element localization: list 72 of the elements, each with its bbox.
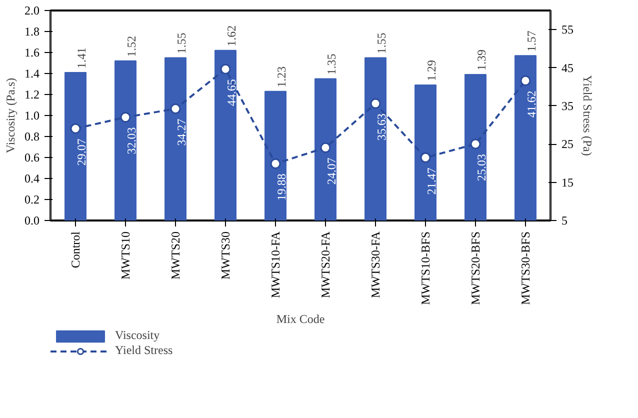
bar — [514, 55, 536, 220]
y2-tick-label: 15 — [562, 175, 574, 190]
y-axis-title: Viscosity (Pa.s) — [4, 78, 18, 154]
x-tick-label: MWTS10-BFS — [418, 231, 432, 305]
y2-axis-title: Yield Stress (Pa) — [580, 75, 594, 156]
point — [170, 104, 181, 114]
bar — [214, 50, 236, 220]
x-tick-label: MWTS30 — [218, 232, 232, 280]
data-label: 1.62 — [224, 25, 238, 46]
y-tick-label: 1.6 — [24, 46, 40, 60]
bar — [264, 90, 286, 220]
data-label: 41.62 — [524, 90, 538, 118]
data-label: 25.03 — [474, 154, 488, 182]
data-label: 1.23 — [274, 66, 288, 88]
y2-tick-label: 5 — [562, 214, 568, 228]
data-label: 1.52 — [124, 36, 138, 57]
y-tick-label: 1.8 — [24, 24, 40, 38]
data-label: 29.07 — [74, 138, 88, 166]
data-label: 24.07 — [324, 158, 338, 185]
bar — [164, 57, 186, 220]
data-label: 32.03 — [124, 127, 138, 154]
data-label: 1.57 — [524, 30, 538, 52]
y2-tick-label: 35 — [562, 98, 574, 113]
x-tick-label: MWTS20-BFS — [468, 231, 482, 305]
y-tick-label: 0.0 — [24, 214, 40, 228]
point — [420, 152, 431, 163]
x-tick-label: Control — [68, 230, 82, 268]
y2-tick-label: 25 — [562, 137, 574, 152]
data-label: 19.88 — [274, 174, 288, 201]
y-tick-label: 1.0 — [24, 108, 40, 122]
point — [320, 142, 331, 153]
data-label: 34.27 — [174, 118, 188, 146]
point — [220, 64, 231, 74]
y-tick-label: 1.2 — [24, 88, 40, 102]
y-tick-label: 0.2 — [24, 192, 40, 206]
data-label: 1.41 — [74, 47, 88, 68]
point — [120, 112, 131, 123]
data-label: 1.35 — [324, 54, 338, 75]
legend-label: Viscosity — [115, 328, 160, 343]
data-label: 1.39 — [474, 50, 488, 71]
x-tick-label: MWTS10-FA — [268, 231, 282, 298]
y2-tick-label: 55 — [562, 22, 574, 37]
y-tick-label: 2.0 — [24, 4, 40, 18]
x-axis-title: Mix Code — [276, 312, 325, 326]
point — [370, 98, 381, 109]
x-tick-label: MWTS10 — [118, 232, 132, 280]
data-label: 1.55 — [174, 32, 188, 54]
data-label: 21.47 — [424, 168, 438, 195]
bar — [314, 78, 336, 220]
data-label: 44.65 — [224, 79, 238, 106]
legend-label: Yield Stress — [115, 343, 173, 358]
y-tick-label: 1.4 — [24, 66, 40, 80]
data-label: 35.63 — [374, 114, 388, 141]
point — [470, 138, 481, 150]
y2-tick-label: 45 — [562, 60, 574, 75]
bar — [464, 74, 486, 220]
x-tick-label: MWTS20 — [168, 232, 182, 280]
bar — [64, 72, 86, 220]
point — [270, 158, 281, 169]
x-tick-label: MWTS30-FA — [368, 231, 382, 298]
point — [520, 75, 531, 86]
x-tick-label: MWTS30-BFS — [518, 231, 532, 305]
bar — [114, 60, 136, 220]
data-label: 1.29 — [424, 60, 438, 82]
bar — [364, 57, 386, 220]
x-tick-label: MWTS20-FA — [318, 231, 332, 298]
y-tick-label: 0.8 — [24, 130, 40, 144]
point — [70, 123, 81, 134]
bar — [414, 84, 436, 220]
y-tick-label: 0.6 — [24, 150, 40, 164]
y-tick-label: 0.4 — [24, 172, 40, 186]
data-label: 1.55 — [374, 32, 388, 54]
